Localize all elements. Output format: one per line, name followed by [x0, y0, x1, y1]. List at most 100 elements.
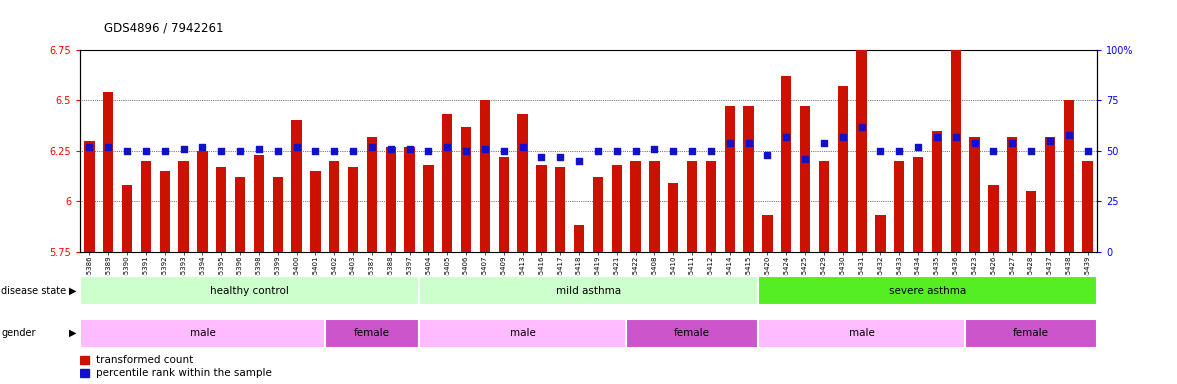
Text: male: male: [510, 328, 536, 338]
Point: [664, 148, 683, 154]
Point: [532, 154, 551, 160]
Bar: [800, 106, 810, 252]
Point: [344, 148, 363, 154]
Bar: [970, 137, 979, 252]
Point: [137, 148, 155, 154]
Point: [250, 146, 268, 152]
Point: [400, 146, 419, 152]
Bar: [631, 161, 640, 252]
Text: female: female: [354, 328, 390, 338]
Point: [457, 148, 476, 154]
Bar: [758, 319, 965, 348]
Point: [363, 144, 381, 150]
Bar: [235, 177, 245, 252]
Point: [758, 152, 777, 158]
Point: [80, 144, 99, 150]
Bar: [424, 165, 433, 252]
Point: [419, 148, 438, 154]
Point: [852, 124, 871, 130]
Bar: [876, 215, 885, 252]
Bar: [443, 114, 452, 252]
Point: [607, 148, 626, 154]
Point: [588, 148, 607, 154]
Bar: [965, 319, 1097, 348]
Point: [494, 148, 513, 154]
Point: [268, 148, 287, 154]
Bar: [311, 171, 320, 252]
Bar: [325, 319, 419, 348]
Bar: [499, 157, 508, 252]
Bar: [292, 121, 301, 252]
Point: [1040, 137, 1059, 144]
Bar: [913, 157, 923, 252]
Bar: [706, 161, 716, 252]
Bar: [593, 177, 603, 252]
Bar: [1045, 137, 1055, 252]
Bar: [273, 177, 282, 252]
Text: ▶: ▶: [69, 328, 77, 338]
Bar: [419, 319, 626, 348]
Text: gender: gender: [1, 328, 35, 338]
Bar: [744, 106, 753, 252]
Point: [871, 148, 890, 154]
Point: [381, 146, 400, 152]
Bar: [405, 147, 414, 252]
Bar: [989, 185, 998, 252]
Bar: [1083, 161, 1092, 252]
Point: [701, 148, 720, 154]
Text: GDS4896 / 7942261: GDS4896 / 7942261: [104, 22, 224, 35]
Point: [984, 148, 1003, 154]
Bar: [1026, 191, 1036, 252]
Bar: [857, 24, 866, 252]
Bar: [461, 127, 471, 252]
Bar: [80, 356, 88, 364]
Point: [212, 148, 231, 154]
Point: [1078, 148, 1097, 154]
Point: [833, 134, 852, 140]
Point: [551, 154, 570, 160]
Bar: [330, 161, 339, 252]
Bar: [819, 161, 829, 252]
Bar: [612, 165, 621, 252]
Bar: [419, 276, 758, 305]
Bar: [386, 147, 395, 252]
Text: mild asthma: mild asthma: [556, 286, 621, 296]
Point: [513, 144, 532, 150]
Bar: [85, 141, 94, 252]
Point: [909, 144, 927, 150]
Point: [476, 146, 494, 152]
Text: healthy control: healthy control: [210, 286, 290, 296]
Bar: [348, 167, 358, 252]
Text: female: female: [674, 328, 710, 338]
Bar: [556, 167, 565, 252]
Bar: [367, 137, 377, 252]
Point: [174, 146, 193, 152]
Text: disease state: disease state: [1, 286, 66, 296]
Point: [645, 146, 664, 152]
Text: ▶: ▶: [69, 286, 77, 296]
Text: female: female: [1013, 328, 1049, 338]
Bar: [80, 319, 325, 348]
Point: [231, 148, 250, 154]
Bar: [763, 215, 772, 252]
Text: severe asthma: severe asthma: [889, 286, 966, 296]
Bar: [179, 161, 188, 252]
Bar: [932, 131, 942, 252]
Point: [796, 156, 814, 162]
Text: transformed count: transformed count: [95, 355, 193, 365]
Point: [814, 140, 833, 146]
Bar: [725, 106, 734, 252]
Point: [155, 148, 174, 154]
Point: [965, 140, 984, 146]
Point: [1059, 132, 1078, 138]
Bar: [122, 185, 132, 252]
Bar: [758, 276, 1097, 305]
Point: [739, 140, 758, 146]
Point: [777, 134, 796, 140]
Point: [1003, 140, 1022, 146]
Point: [890, 148, 909, 154]
Bar: [518, 114, 527, 252]
Text: percentile rank within the sample: percentile rank within the sample: [95, 368, 272, 378]
Text: male: male: [849, 328, 875, 338]
Point: [570, 158, 588, 164]
